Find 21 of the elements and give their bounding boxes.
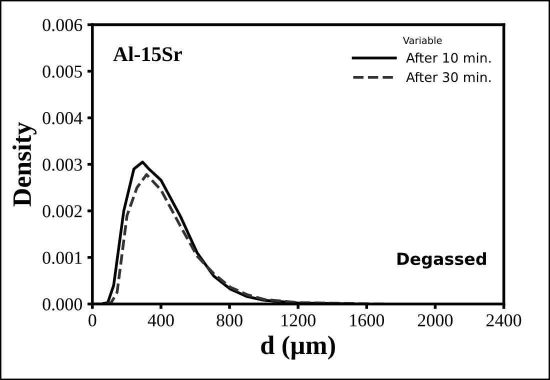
y-tick-label: 0.003 — [42, 158, 82, 171]
legend-label: After 30 min. — [406, 72, 491, 82]
y-tick-label: 0.005 — [42, 66, 82, 78]
y-tick-label: 0.004 — [42, 112, 82, 124]
annotation: Degassed — [397, 252, 486, 268]
y-tick-label: 0.002 — [42, 205, 82, 218]
x-tick-label: 400 — [148, 314, 174, 326]
y-tick-label: 0.001 — [42, 252, 82, 264]
x-tick-label: 1600 — [350, 314, 384, 326]
legend-label: After 10 min. — [406, 52, 491, 63]
x-axis-title: d (µm) — [261, 336, 335, 360]
y-axis-title: Density — [12, 122, 36, 206]
annotation: Al-15Sr — [113, 46, 182, 62]
x-tick-label: 2000 — [418, 314, 453, 326]
legend-title: Variable — [402, 36, 442, 44]
x-tick-label: 800 — [216, 314, 242, 326]
x-tick-label: 2400 — [486, 314, 522, 326]
y-tick-label: 0.006 — [42, 18, 82, 32]
x-tick-label: 1200 — [282, 314, 316, 326]
x-tick-label: 0 — [88, 314, 96, 326]
y-tick-label: 0.000 — [42, 298, 82, 311]
